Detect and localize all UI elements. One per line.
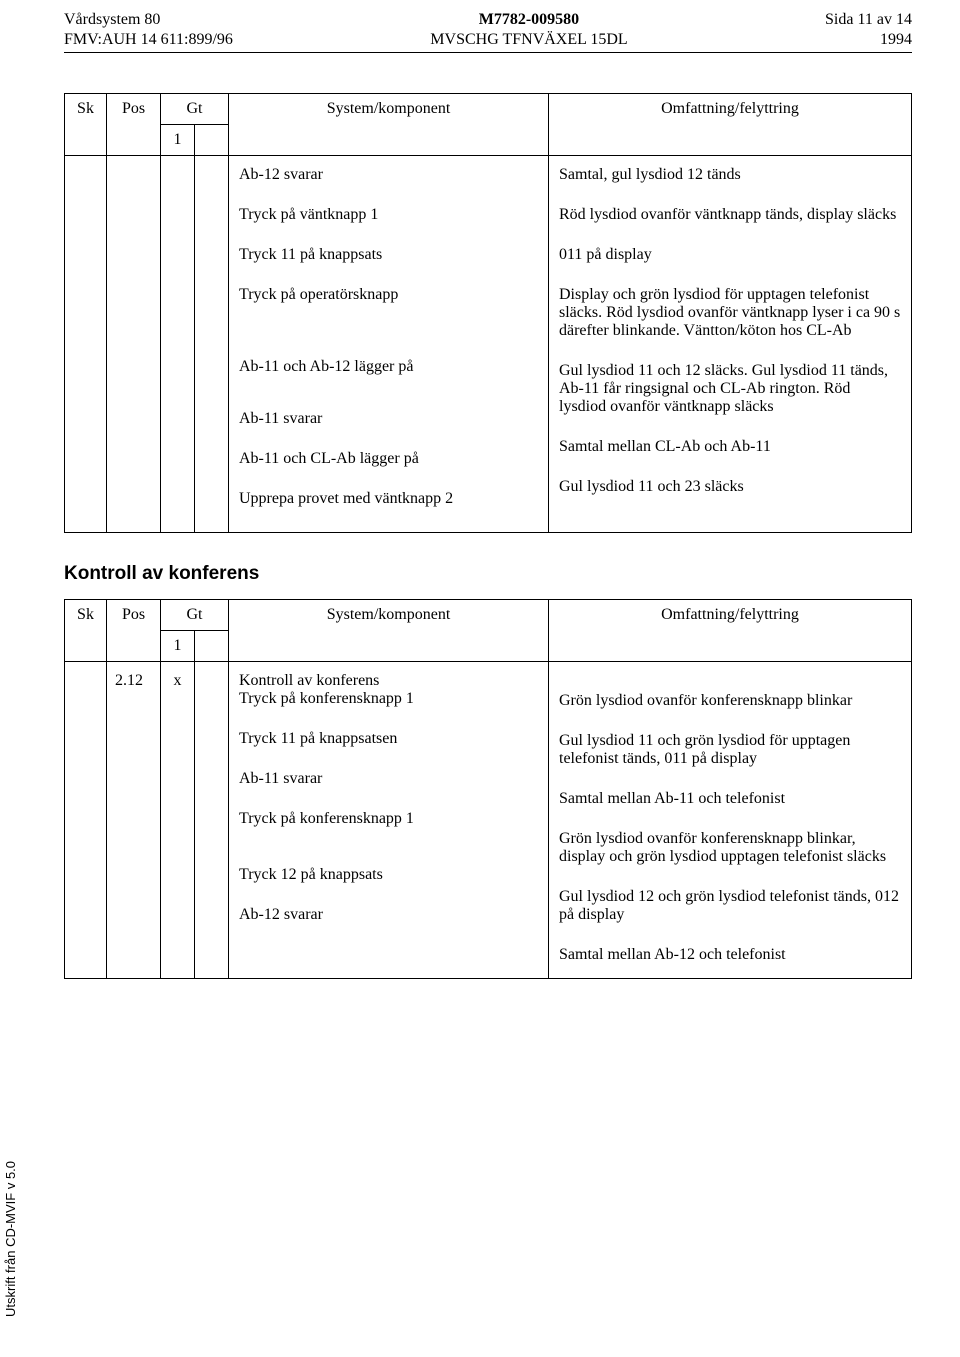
page-header: Vårdsystem 80 FMV:AUH 14 611:899/96 M778…	[64, 10, 912, 53]
th-sys: System/komponent	[229, 94, 549, 156]
omf-item: Display och grön lysdiod för upptagen te…	[559, 286, 901, 340]
omf-item: Grön lysdiod ovanför konferensknapp blin…	[559, 830, 901, 866]
side-print-note: Utskrift från CD-MVIF v 5.0	[3, 1161, 18, 1317]
sys-item: Tryck 12 på knappsats	[239, 866, 538, 884]
header-left-2: FMV:AUH 14 611:899/96	[64, 30, 233, 50]
th-gt-blank	[195, 631, 229, 662]
omf-item: Samtal mellan Ab-11 och telefonist	[559, 790, 901, 808]
th-gt-blank	[195, 125, 229, 156]
cell-pos: 2.12	[107, 662, 161, 979]
th-sk: Sk	[65, 600, 107, 662]
header-center-2: MVSCHG TFNVÄXEL 15DL	[430, 30, 627, 50]
table-row: Ab-12 svarar Tryck på väntknapp 1 Tryck …	[65, 156, 912, 533]
sys-item: Ab-11 svarar	[239, 770, 538, 788]
sys-item: Tryck på konferensknapp 1	[239, 690, 538, 708]
header-right-2: 1994	[825, 30, 912, 50]
cell-gt1: x	[161, 662, 195, 979]
omf-spacer	[559, 672, 901, 692]
sys-item: Upprepa provet med väntknapp 2	[239, 490, 538, 508]
cell-gt2	[195, 156, 229, 533]
cell-gt1	[161, 156, 195, 533]
sys-item: Ab-11 och CL-Ab lägger på	[239, 450, 538, 468]
omf-item: Gul lysdiod 11 och 23 släcks	[559, 478, 901, 496]
omf-item: Gul lysdiod 12 och grön lysdiod telefoni…	[559, 888, 901, 924]
cell-omf: Grön lysdiod ovanför konferensknapp blin…	[549, 662, 912, 979]
sys-item: Tryck 11 på knappsatsen	[239, 730, 538, 748]
sys-item: Tryck på konferensknapp 1	[239, 810, 538, 828]
sys-item: Ab-12 svarar	[239, 906, 538, 924]
cell-sk	[65, 662, 107, 979]
th-pos: Pos	[107, 94, 161, 156]
omf-item: Gul lysdiod 11 och grön lysdiod för uppt…	[559, 732, 901, 768]
sys-item: Ab-11 svarar	[239, 410, 538, 428]
omf-item: Röd lysdiod ovanför väntknapp tänds, dis…	[559, 206, 901, 224]
header-left-1: Vårdsystem 80	[64, 10, 233, 30]
sys-item: Tryck på väntknapp 1	[239, 206, 538, 224]
sys-item: Tryck på operatörsknapp	[239, 286, 538, 304]
sys-item: Ab-12 svarar	[239, 166, 538, 184]
omf-item: Samtal mellan CL-Ab och Ab-11	[559, 438, 901, 456]
cell-gt2	[195, 662, 229, 979]
th-sys: System/komponent	[229, 600, 549, 662]
omf-item: Samtal, gul lysdiod 12 tänds	[559, 166, 901, 184]
sys-item-title: Kontroll av konferens	[239, 672, 538, 690]
sys-item: Ab-11 och Ab-12 lägger på	[239, 358, 538, 376]
cell-pos	[107, 156, 161, 533]
th-gt: Gt	[161, 600, 229, 631]
th-sk: Sk	[65, 94, 107, 156]
th-gt-1: 1	[161, 631, 195, 662]
table-2: Sk Pos Gt System/komponent Omfattning/fe…	[64, 599, 912, 979]
table-1: Sk Pos Gt System/komponent Omfattning/fe…	[64, 93, 912, 533]
cell-omf: Samtal, gul lysdiod 12 tänds Röd lysdiod…	[549, 156, 912, 533]
th-pos: Pos	[107, 600, 161, 662]
cell-sys: Ab-12 svarar Tryck på väntknapp 1 Tryck …	[229, 156, 549, 533]
header-center-1: M7782-009580	[430, 10, 627, 30]
th-omf: Omfattning/felyttring	[549, 600, 912, 662]
omf-item: Gul lysdiod 11 och 12 släcks. Gul lysdio…	[559, 362, 901, 416]
th-omf: Omfattning/felyttring	[549, 94, 912, 156]
th-gt-1: 1	[161, 125, 195, 156]
omf-item: 011 på display	[559, 246, 901, 264]
omf-item: Samtal mellan Ab-12 och telefonist	[559, 946, 901, 964]
cell-sys: Kontroll av konferens Tryck på konferens…	[229, 662, 549, 979]
header-right-1: Sida 11 av 14	[825, 10, 912, 30]
section-title-konferens: Kontroll av konferens	[64, 563, 912, 585]
cell-sk	[65, 156, 107, 533]
table-row: 2.12 x Kontroll av konferens Tryck på ko…	[65, 662, 912, 979]
header-rule	[64, 52, 912, 53]
sys-item: Tryck 11 på knappsats	[239, 246, 538, 264]
omf-item: Grön lysdiod ovanför konferensknapp blin…	[559, 692, 901, 710]
th-gt: Gt	[161, 94, 229, 125]
